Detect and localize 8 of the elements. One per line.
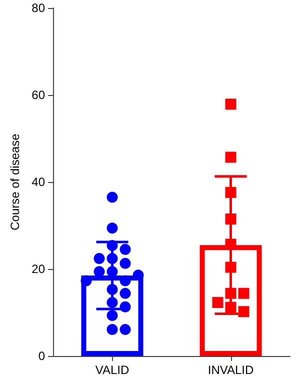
y-tick-label: 80 [32,1,46,15]
y-axis-title: Course of disease [8,133,22,230]
x-tick-label: VALID [95,363,130,377]
y-tick-label: 60 [32,88,46,102]
y-tick-label: 0 [38,349,46,363]
y-tick-label: 20 [32,262,46,276]
x-tick-label: INVALID [208,363,254,377]
y-tick-label: 40 [32,175,46,189]
